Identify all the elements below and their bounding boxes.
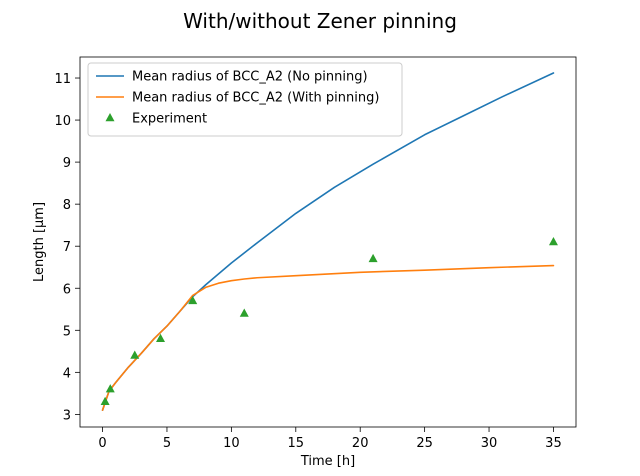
x-tick-label: 30 [481,436,498,451]
experiment-point [100,396,110,406]
x-tick-label: 5 [163,436,171,451]
x-axis-label: Time [h] [300,454,355,469]
y-tick-label: 8 [63,198,71,213]
series-layer [100,72,558,411]
experiment-point [156,333,166,342]
experiment-point [188,295,198,305]
series-line-1 [101,264,555,411]
legend-label: Experiment [132,112,207,127]
y-tick-label: 10 [54,114,71,129]
experiment-point [368,253,378,263]
ticks-layer: 0 5 10 15 20 25 30 35 3 4 5 6 7 8 9 10 11 [54,72,561,451]
legend-box [87,62,403,137]
experiment-point [548,237,558,246]
plot-frame [79,56,577,428]
x-tick-label: 35 [545,436,562,451]
y-tick-label: 3 [63,408,71,423]
x-tick-label: 0 [98,436,106,451]
y-tick-label: 4 [63,366,71,381]
x-tick-label: 10 [223,436,240,451]
legend: Mean radius of BCC_A2 (No pinning) Mean r… [87,62,403,137]
y-tick-label: 6 [63,282,71,297]
experiment-point [130,350,140,359]
x-tick-label: 15 [288,436,305,451]
x-tick-label: 25 [416,436,433,451]
experiment-point [105,384,115,393]
experiment-point [239,308,249,317]
chart-title: With/without Zener pinning [183,9,457,33]
legend-label: Mean radius of BCC_A2 (With pinning) [132,91,379,106]
y-tick-label: 5 [63,324,71,339]
legend-label: Mean radius of BCC_A2 (No pinning) [132,70,368,85]
x-tick-label: 20 [352,436,369,451]
y-tick-label: 11 [54,72,71,87]
y-axis-label: Length [µm] [32,202,47,282]
y-tick-label: 9 [63,156,71,171]
legend-swatch [105,113,115,122]
y-tick-label: 7 [63,240,71,255]
